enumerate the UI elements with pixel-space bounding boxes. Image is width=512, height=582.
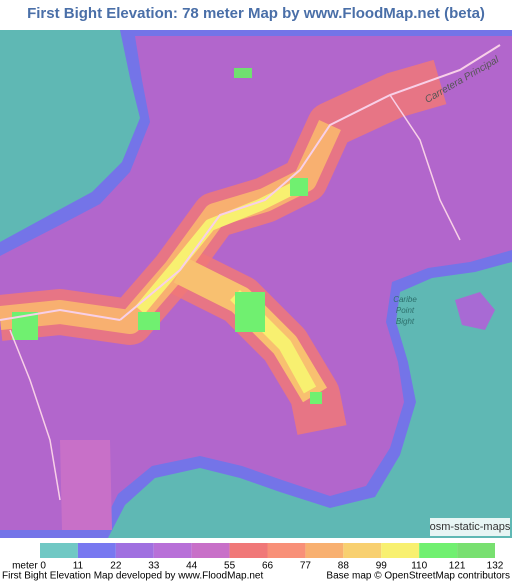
legend-swatch [77,543,116,558]
credit: osm-static-maps [430,521,511,533]
map: Carretera Principal Caribe Point Bight o… [0,30,512,538]
legend-label: 110 [411,561,427,572]
legend-label: 121 [449,561,466,572]
legend-label: 66 [262,561,274,572]
bay-label: Caribe [393,295,417,304]
title: First Bight Elevation: 78 meter Map by w… [27,5,485,22]
road [0,308,121,321]
legend-label: 33 [148,561,160,572]
legend-label: 55 [224,561,236,572]
legend-swatch [457,543,495,558]
legend-swatch [40,543,78,558]
bay-label: Point [396,306,415,315]
legend-label: 11 [73,561,84,572]
land-patch [60,440,112,530]
legend-label: 44 [186,561,198,572]
footer-left: First Bight Elevation Map developed by w… [2,571,263,582]
legend-label: 22 [110,561,122,572]
legend-label: 99 [376,561,388,572]
road [119,44,501,321]
legend-label: 77 [300,561,312,572]
legend-label: meter 0 [12,561,46,572]
legend: meter 0 11 22 33 44 55 66 77 88 99 110 121 132 [12,543,504,572]
peak [235,292,265,332]
bay-label: Bight [396,317,415,326]
legend-label: 88 [338,561,350,572]
road [389,94,461,241]
legend-swatch [267,543,306,558]
peak [310,392,322,404]
peak [234,68,252,78]
legend-swatch [381,543,420,558]
peak [138,312,160,330]
footer-right: Base map © OpenStreetMap contributors [326,571,510,582]
ridge-high [135,179,303,314]
legend-swatch [419,543,458,558]
legend-label: 132 [487,561,504,572]
peak [290,178,308,196]
legend-swatch [191,543,230,558]
legend-swatch [153,543,192,558]
island [455,292,495,330]
legend-swatch [115,543,154,558]
legend-swatch [229,543,268,558]
legend-swatch [305,543,344,558]
road [9,329,61,501]
legend-swatch [343,543,382,558]
credit-box [430,518,510,536]
